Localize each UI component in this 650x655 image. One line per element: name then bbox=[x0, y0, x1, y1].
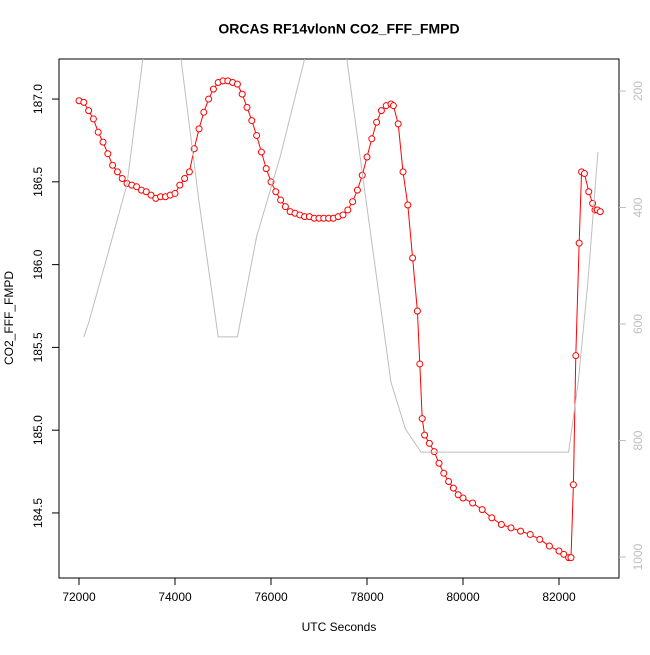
data-point bbox=[339, 211, 347, 219]
data-point bbox=[281, 203, 289, 211]
data-point bbox=[418, 415, 426, 423]
x-tick-label: 76000 bbox=[254, 590, 288, 604]
data-point bbox=[257, 148, 265, 156]
data-point bbox=[572, 352, 580, 360]
data-point bbox=[404, 201, 412, 209]
data-point bbox=[243, 103, 251, 111]
data-point bbox=[113, 168, 121, 176]
data-point bbox=[569, 481, 577, 489]
data-point bbox=[142, 188, 150, 196]
x-tick-label: 72000 bbox=[62, 590, 96, 604]
data-point bbox=[176, 181, 184, 189]
data-point bbox=[104, 150, 112, 158]
data-point bbox=[109, 161, 117, 169]
y2-tick-label: 200 bbox=[631, 81, 645, 101]
y2-tick-label: 800 bbox=[631, 430, 645, 450]
data-point bbox=[147, 191, 155, 199]
y2-tick-label: 600 bbox=[631, 314, 645, 334]
data-point bbox=[517, 527, 525, 535]
data-point bbox=[589, 199, 597, 207]
pressure-line bbox=[83, 59, 599, 453]
data-point bbox=[575, 239, 583, 247]
y-axis-label: CO2_FFF_FMPD bbox=[2, 271, 16, 365]
y2-tick-label: 1000 bbox=[631, 543, 645, 570]
data-point bbox=[585, 188, 593, 196]
y-tick-label: 187.0 bbox=[31, 84, 45, 114]
data-point bbox=[89, 115, 97, 123]
data-point bbox=[536, 535, 544, 543]
data-point bbox=[349, 198, 357, 206]
y-tick-label: 185.5 bbox=[31, 332, 45, 362]
y-tick-label: 186.5 bbox=[31, 166, 45, 196]
data-point bbox=[413, 307, 421, 315]
data-point bbox=[435, 459, 443, 467]
chart-title: ORCAS RF14vlonN CO2_FFF_FMPD bbox=[218, 21, 459, 37]
data-point bbox=[469, 499, 477, 507]
data-point bbox=[389, 102, 397, 110]
data-point bbox=[94, 128, 102, 136]
x-tick-label: 80000 bbox=[446, 590, 480, 604]
y-tick-label: 185.0 bbox=[31, 415, 45, 445]
data-point bbox=[363, 153, 371, 161]
plot-area bbox=[75, 59, 604, 562]
data-point bbox=[133, 183, 141, 191]
data-point bbox=[440, 469, 448, 477]
data-point bbox=[425, 439, 433, 447]
data-point bbox=[200, 108, 208, 116]
data-point bbox=[99, 138, 107, 146]
data-point bbox=[421, 431, 429, 439]
data-point bbox=[368, 135, 376, 143]
x-tick-label: 78000 bbox=[350, 590, 384, 604]
data-point bbox=[209, 85, 217, 93]
data-point bbox=[399, 168, 407, 176]
x-tick-label: 82000 bbox=[542, 590, 576, 604]
y2-tick-label: 400 bbox=[631, 197, 645, 217]
data-point bbox=[195, 125, 203, 133]
data-point bbox=[445, 477, 453, 485]
data-point bbox=[526, 530, 534, 538]
data-point bbox=[373, 118, 381, 126]
data-point bbox=[171, 189, 179, 197]
data-point bbox=[80, 98, 88, 106]
data-point bbox=[272, 188, 280, 196]
data-point bbox=[253, 131, 261, 139]
data-point bbox=[580, 170, 588, 178]
data-point bbox=[394, 120, 402, 128]
plot-frame bbox=[58, 58, 620, 579]
data-point bbox=[118, 175, 126, 183]
data-point bbox=[488, 514, 496, 522]
data-point bbox=[85, 107, 93, 115]
data-point bbox=[416, 360, 424, 368]
data-point bbox=[567, 554, 575, 562]
data-point bbox=[233, 80, 241, 88]
data-point bbox=[454, 491, 462, 499]
data-point bbox=[560, 550, 568, 558]
data-point bbox=[449, 484, 457, 492]
data-point bbox=[478, 506, 486, 514]
data-point bbox=[277, 196, 285, 204]
data-point bbox=[205, 95, 213, 103]
data-point bbox=[507, 524, 515, 532]
data-point bbox=[555, 547, 563, 555]
data-point bbox=[181, 175, 189, 183]
data-point bbox=[353, 186, 361, 194]
data-point bbox=[545, 542, 553, 550]
y-tick-label: 186.0 bbox=[31, 249, 45, 279]
data-point bbox=[248, 117, 256, 125]
x-tick-label: 74000 bbox=[158, 590, 192, 604]
data-line bbox=[78, 80, 601, 559]
data-point bbox=[344, 206, 352, 214]
x-axis-label: UTC Seconds bbox=[302, 620, 377, 634]
data-point bbox=[596, 208, 604, 216]
y-tick-label: 184.5 bbox=[31, 498, 45, 528]
data-point bbox=[185, 168, 193, 176]
data-point bbox=[497, 521, 505, 529]
data-point bbox=[262, 165, 270, 173]
data-point bbox=[459, 494, 467, 502]
data-point bbox=[377, 107, 385, 115]
data-point bbox=[409, 254, 417, 262]
data-point bbox=[238, 90, 246, 98]
